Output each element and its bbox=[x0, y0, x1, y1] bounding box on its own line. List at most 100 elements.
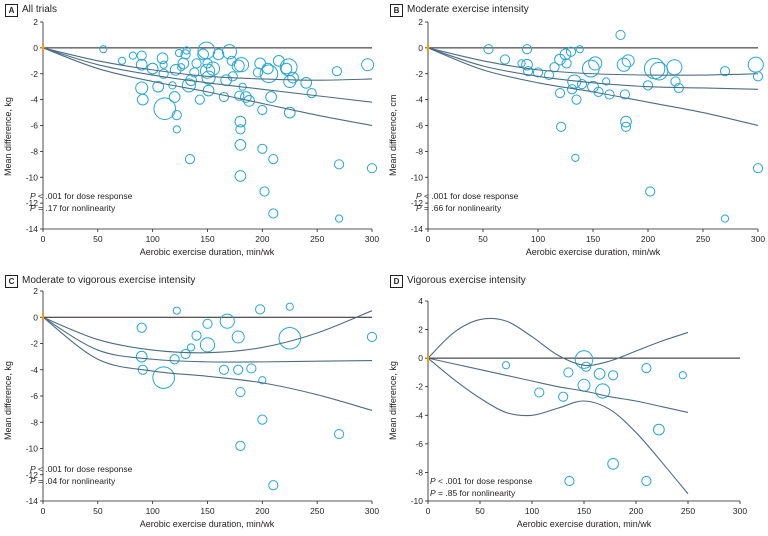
study-point bbox=[99, 45, 108, 54]
study-point bbox=[268, 208, 279, 219]
upper-ci-curve bbox=[42, 310, 373, 354]
study-point bbox=[182, 46, 191, 55]
study-point bbox=[234, 139, 247, 151]
x-tick-label: 300 bbox=[751, 234, 765, 244]
y-tick-label: -2 bbox=[30, 339, 38, 349]
study-point bbox=[135, 350, 148, 363]
x-tick-label: 50 bbox=[93, 506, 103, 516]
y-tick-label: 2 bbox=[33, 286, 38, 296]
study-point bbox=[719, 66, 731, 77]
study-point bbox=[227, 71, 238, 82]
x-tick-label: 150 bbox=[200, 506, 214, 516]
annotation-dose: P < .001 for dose response bbox=[30, 191, 133, 201]
study-point bbox=[233, 364, 244, 375]
study-point bbox=[561, 58, 572, 69]
study-point bbox=[678, 371, 687, 380]
study-point bbox=[235, 124, 246, 135]
panel-title: Moderate exercise intensity bbox=[407, 4, 529, 15]
study-point bbox=[221, 44, 238, 60]
study-point bbox=[588, 56, 603, 71]
y-tick-label: 0 bbox=[418, 353, 423, 363]
x-tick-label: 200 bbox=[255, 506, 269, 516]
y-tick-label: -4 bbox=[415, 410, 423, 420]
study-point bbox=[174, 48, 184, 58]
x-tick-label: 200 bbox=[255, 234, 269, 244]
study-point bbox=[240, 91, 252, 103]
x-tick-label: 50 bbox=[93, 234, 103, 244]
lower-ci-curve bbox=[42, 316, 373, 411]
study-point bbox=[136, 50, 147, 61]
study-point bbox=[752, 71, 764, 82]
study-point bbox=[499, 54, 511, 65]
study-point bbox=[180, 49, 191, 60]
study-point bbox=[556, 121, 567, 132]
study-point bbox=[191, 330, 202, 341]
study-point bbox=[608, 370, 619, 381]
study-point bbox=[231, 330, 245, 344]
study-point bbox=[199, 337, 216, 353]
y-tick-label: -10 bbox=[26, 172, 39, 182]
study-point bbox=[169, 64, 182, 76]
x-tick-label: 150 bbox=[586, 234, 600, 244]
study-point bbox=[595, 383, 611, 399]
study-point bbox=[171, 110, 182, 121]
study-point bbox=[194, 94, 205, 105]
study-point bbox=[283, 75, 297, 89]
x-axis-label: Aerobic exercise duration, min/wk bbox=[139, 247, 275, 257]
x-tick-label: 200 bbox=[629, 506, 643, 516]
study-point bbox=[300, 76, 313, 89]
y-tick-label: -14 bbox=[26, 224, 39, 234]
lower-ci-curve bbox=[427, 357, 689, 495]
y-tick-label: -6 bbox=[30, 391, 38, 401]
y-tick-label: 2 bbox=[33, 17, 38, 27]
study-point bbox=[146, 62, 159, 75]
x-tick-label: 250 bbox=[696, 234, 710, 244]
study-point bbox=[268, 480, 279, 491]
study-point bbox=[670, 76, 681, 87]
study-point bbox=[619, 89, 630, 100]
study-point bbox=[272, 54, 285, 67]
study-point bbox=[197, 48, 209, 61]
study-point bbox=[574, 350, 594, 369]
study-point bbox=[641, 363, 652, 374]
y-tick-label: -4 bbox=[30, 95, 38, 105]
annotation-dose-text: .001 for dose response bbox=[45, 464, 133, 474]
x-tick-label: 150 bbox=[200, 234, 214, 244]
study-point bbox=[235, 386, 246, 398]
study-point bbox=[177, 57, 190, 70]
annotation-dose: P < .001 for dose response bbox=[416, 191, 519, 201]
y-tick-label: -12 bbox=[26, 198, 39, 208]
annotation-nonlinear: P = .66 for nonlinearity bbox=[416, 203, 502, 213]
x-tick-label: 100 bbox=[146, 506, 160, 516]
x-tick-label: 100 bbox=[531, 234, 545, 244]
study-point bbox=[205, 61, 221, 76]
y-tick-label: -8 bbox=[415, 467, 423, 477]
study-point bbox=[202, 318, 213, 329]
y-tick-label: -4 bbox=[30, 365, 38, 375]
annotation-dose-text: .001 for dose response bbox=[445, 476, 533, 486]
study-point bbox=[233, 57, 250, 73]
y-tick-label: 2 bbox=[418, 17, 423, 27]
panel-d: D Vigorous exercise intensity Mean diffe… bbox=[384, 268, 768, 536]
study-point bbox=[666, 59, 683, 76]
annotation-nonlinear-text: .04 for nonlinearity bbox=[45, 476, 116, 486]
study-point bbox=[152, 366, 175, 389]
study-point bbox=[747, 56, 764, 73]
study-point bbox=[135, 58, 148, 71]
study-point bbox=[218, 91, 230, 103]
study-point bbox=[483, 44, 494, 55]
x-tick-label: 50 bbox=[475, 506, 485, 516]
study-point bbox=[258, 376, 267, 385]
study-point bbox=[285, 302, 294, 311]
y-tick-label: 4 bbox=[418, 296, 423, 306]
study-point bbox=[259, 186, 270, 197]
panel-letter: B bbox=[390, 4, 403, 17]
x-tick-label: 0 bbox=[426, 506, 431, 516]
y-tick-label: -4 bbox=[415, 95, 423, 105]
study-point bbox=[521, 44, 533, 55]
y-tick-label: -2 bbox=[415, 382, 423, 392]
study-point bbox=[158, 68, 169, 79]
study-point bbox=[501, 361, 511, 370]
y-tick-label: -8 bbox=[415, 146, 423, 156]
study-point bbox=[184, 154, 196, 165]
